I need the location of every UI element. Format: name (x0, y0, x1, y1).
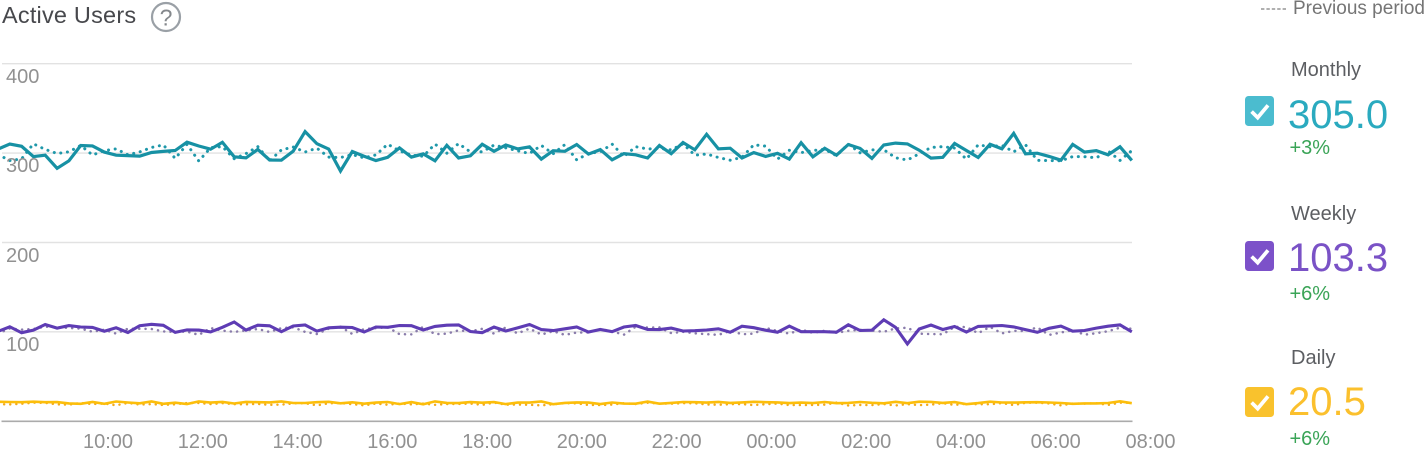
svg-text:?: ? (160, 5, 173, 31)
